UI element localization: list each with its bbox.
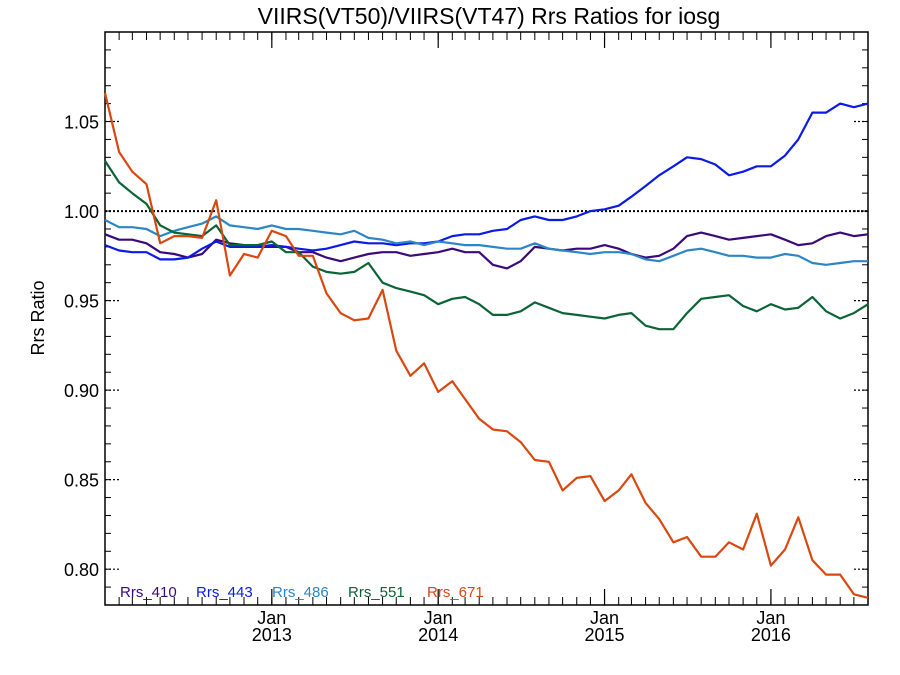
series-line-Rrs_671 [103, 92, 869, 599]
x-tick-year-label: 2015 [585, 625, 625, 645]
y-tick-label: 0.95 [64, 292, 99, 312]
plot-frame [104, 31, 869, 606]
y-axis-label: Rrs Ratio [28, 280, 48, 355]
axis-ticks: 0.800.850.900.951.001.05Jan2013Jan2014Ja… [64, 31, 869, 645]
x-tick-year-label: 2016 [751, 625, 791, 645]
series-line-Rrs_486 [104, 215, 868, 266]
y-tick-label: 1.00 [64, 202, 99, 222]
y-tick-label: 0.80 [64, 560, 99, 580]
legend-entry-Rrs_410: Rrs_410 [120, 584, 177, 601]
legend-entry-Rrs_551: Rrs_551 [348, 584, 405, 601]
y-tick-label: 1.05 [64, 113, 99, 133]
x-tick-year-label: 2014 [418, 625, 458, 645]
x-tick-month-label: Jan [424, 608, 453, 628]
legend-entry-Rrs_443: Rrs_443 [196, 584, 253, 601]
x-tick-month-label: Jan [756, 608, 785, 628]
x-tick-year-label: 2013 [252, 625, 292, 645]
legend-entry-Rrs_671: Rrs_671 [427, 584, 484, 601]
chart-title: VIIRS(VT50)/VIIRS(VT47) Rrs Ratios for i… [258, 3, 721, 29]
series-line-Rrs_551 [104, 160, 869, 331]
series-line-Rrs_443 [104, 102, 869, 261]
series-line-Rrs_410 [104, 231, 869, 270]
legend-entry-Rrs_486: Rrs_486 [272, 584, 329, 601]
series-lines [103, 92, 869, 599]
x-tick-month-label: Jan [257, 608, 286, 628]
x-tick-month-label: Jan [590, 608, 619, 628]
y-tick-label: 0.85 [64, 471, 99, 491]
legend: Rrs_410 Rrs_443 Rrs_486 Rrs_551 Rrs_671 [120, 584, 484, 601]
y-tick-label: 0.90 [64, 381, 99, 401]
